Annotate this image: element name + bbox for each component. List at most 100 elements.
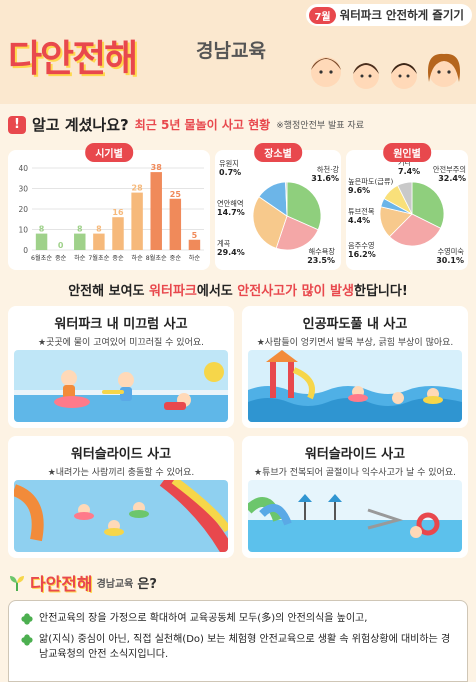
bar bbox=[74, 233, 86, 250]
footer-description-box: 안전교육의 장을 가정으로 확대하여 교육공동체 모두(多)의 안전의식을 높이… bbox=[8, 600, 468, 682]
panel-description: ★튜브가 전복되어 골절이나 익수사고가 날 수 있어요. bbox=[254, 468, 456, 478]
footer-line: 앎(지식) 중심이 아닌, 직접 실천해(Do) 보는 체험형 안전교육으로 생… bbox=[21, 632, 457, 662]
bar-value-label: 25 bbox=[170, 190, 182, 199]
month-theme: 워터파크 안전하게 즐기기 bbox=[339, 8, 464, 22]
warning-headline: 안전해 보여도 워터파크에서도 안전사고가 많이 발생한답니다! bbox=[0, 280, 476, 299]
pie-slice bbox=[286, 181, 322, 231]
bar-value-label: 16 bbox=[112, 208, 124, 217]
x-tick-label: 중순 bbox=[55, 255, 67, 262]
panel-description: ★곳곳에 물이 고여있어 미끄러질 수 있어요. bbox=[38, 338, 204, 348]
headline-part-2: 워터파크 bbox=[149, 284, 197, 299]
bar-value-label: 28 bbox=[132, 184, 144, 193]
bar bbox=[35, 233, 48, 250]
footer-logo: 다안전해 bbox=[30, 575, 93, 595]
y-tick-label: 20 bbox=[18, 205, 28, 214]
pie-slice bbox=[397, 181, 413, 215]
pie-label: 튜브전복 bbox=[348, 207, 375, 216]
stats-section-title: ! 알고 계셨나요? 최근 5년 물놀이 사고 현황 ※행정안전부 발표 자료 bbox=[8, 114, 364, 135]
x-tick-label: 7월초순 bbox=[88, 254, 109, 262]
month-number: 7월 bbox=[309, 6, 336, 24]
panel-title: 인공파도풀 내 사고 bbox=[302, 317, 408, 332]
panel-title: 워터파크 내 미끄럼 사고 bbox=[54, 317, 188, 332]
pie-label: 해수욕장 bbox=[309, 247, 336, 256]
slide-collision-illustration-icon bbox=[14, 480, 228, 552]
panel-description: ★내려가는 사람끼리 충돌할 수 있어요. bbox=[47, 468, 195, 478]
x-tick-label: 8월초순 bbox=[146, 254, 167, 262]
section-subheading: 최근 5년 물놀이 사고 현황 bbox=[134, 118, 271, 132]
month-badge: 7월 워터파크 안전하게 즐기기 bbox=[306, 4, 472, 26]
pie-value-label: 16.2% bbox=[348, 250, 376, 259]
bar bbox=[188, 239, 201, 250]
pie-value-label: 31.6% bbox=[311, 174, 339, 183]
pie-label: 수영미숙 bbox=[438, 247, 465, 256]
pie-value-label: 9.6% bbox=[348, 186, 370, 195]
pie-slice bbox=[252, 196, 288, 249]
bar-value-label: 8 bbox=[39, 225, 45, 234]
pie-value-label: 30.1% bbox=[436, 256, 464, 265]
period-chart-title: 시기별 bbox=[85, 143, 133, 162]
y-tick-label: 40 bbox=[18, 164, 28, 173]
pie-label: 계곡 bbox=[217, 239, 231, 248]
x-tick-label: 하순 bbox=[189, 254, 201, 262]
bar bbox=[131, 192, 143, 250]
panel-description: ★사람들이 엉키면서 발목 부상, 긁힘 부상이 많아요. bbox=[256, 338, 454, 348]
accident-panel-slip: 워터파크 내 미끄럼 사고 ★곳곳에 물이 고여있어 미끄러질 수 있어요. bbox=[8, 306, 234, 428]
brand-subtitle: 경남교육 bbox=[196, 40, 266, 62]
bar-value-label: 0 bbox=[58, 241, 64, 250]
y-tick-label: 0 bbox=[23, 246, 28, 255]
pie-value-label: 23.5% bbox=[307, 256, 335, 265]
cause-chart-card: 원인별 안전부주의 32.4% 수영미숙 30.1% 음주수영 16.2% 튜브전복 4.4%… bbox=[346, 143, 468, 270]
y-tick-label: 30 bbox=[18, 185, 28, 194]
place-chart-card: 장소별 하천·강 31.6% 해수욕장 23.5% 계곡 29.4% 연안해역 14.7% 유원… bbox=[215, 143, 341, 270]
x-tick-label: 중순 bbox=[112, 255, 124, 262]
panel-title: 워터슬라이드 사고 bbox=[304, 447, 406, 462]
headline-part-5: 한답니다! bbox=[353, 284, 408, 299]
period-chart-card: 시기별 0 10 20 30 40 8 6월초순 0 중순 8 하순 8 7월초순 16 중순 28 하순 38 8… bbox=[8, 143, 210, 270]
tube-flip-illustration-icon bbox=[248, 480, 462, 552]
pie-slice bbox=[275, 215, 319, 251]
footer-logo-subtitle: 경남교육 bbox=[96, 579, 134, 590]
slip-accident-illustration-icon bbox=[14, 350, 228, 422]
pie-slice bbox=[411, 181, 445, 229]
pie-value-label: 7.4% bbox=[398, 167, 420, 176]
pie-label: 하천·강 bbox=[317, 165, 340, 174]
pie-value-label: 32.4% bbox=[438, 174, 466, 183]
bar-value-label: 8 bbox=[77, 225, 83, 234]
panel-title: 워터슬라이드 사고 bbox=[70, 447, 172, 462]
pie-slice bbox=[285, 181, 288, 217]
bar bbox=[93, 233, 105, 250]
footer-title: 다안전해 경남교육 은? bbox=[8, 570, 157, 595]
footer-question: 은? bbox=[137, 577, 157, 592]
accident-panel-slide-collision: 워터슬라이드 사고 ★내려가는 사람끼리 충돌할 수 있어요. bbox=[8, 436, 234, 558]
x-tick-label: 중순 bbox=[170, 255, 182, 262]
x-tick-label: 하순 bbox=[131, 254, 143, 262]
pie-value-label: 29.4% bbox=[217, 248, 245, 257]
bar bbox=[169, 198, 182, 250]
headline-part-4: 안전사고가 많이 발생 bbox=[237, 284, 354, 299]
exclamation-icon: ! bbox=[8, 115, 26, 134]
bar bbox=[112, 217, 124, 250]
pie-label: 음주수영 bbox=[348, 241, 374, 250]
x-tick-label: 하순 bbox=[74, 254, 86, 262]
brand-logo: 다안전해 bbox=[8, 37, 138, 80]
pie-label: 유원지 bbox=[219, 159, 239, 168]
bar-value-label: 5 bbox=[192, 231, 198, 240]
pie-value-label: 4.4% bbox=[348, 216, 370, 225]
children-illustration-icon bbox=[311, 53, 460, 89]
footer-line-text: 앎(지식) 중심이 아닌, 직접 실천해(Do) 보는 체험형 안전교육으로 생… bbox=[39, 634, 451, 660]
footer-line-text: 안전교육의 장을 가정으로 확대하여 교육공동체 모두(多)의 안전의식을 높이… bbox=[39, 613, 368, 624]
pie-label: 높은파도(급류) bbox=[348, 177, 393, 186]
bar bbox=[150, 172, 162, 250]
bar-value-label: 8 bbox=[96, 225, 102, 234]
accident-panel-tube-flip: 워터슬라이드 사고 ★튜브가 전복되어 골절이나 익수사고가 날 수 있어요. bbox=[242, 436, 468, 558]
footer-line: 안전교육의 장을 가정으로 확대하여 교육공동체 모두(多)의 안전의식을 높이… bbox=[21, 611, 457, 626]
period-bar-chart: 01020304086월초순0중순8하순87월초순16중순28하순388월초순2… bbox=[18, 163, 204, 262]
accident-panel-wave-pool: 인공파도풀 내 사고 ★사람들이 엉키면서 발목 부상, 긁힘 부상이 많아요. bbox=[242, 306, 468, 428]
sprout-icon bbox=[10, 575, 24, 591]
pie-label: 안전부주의 bbox=[433, 165, 466, 174]
clover-icon bbox=[21, 613, 33, 625]
pie-slice bbox=[388, 213, 442, 247]
